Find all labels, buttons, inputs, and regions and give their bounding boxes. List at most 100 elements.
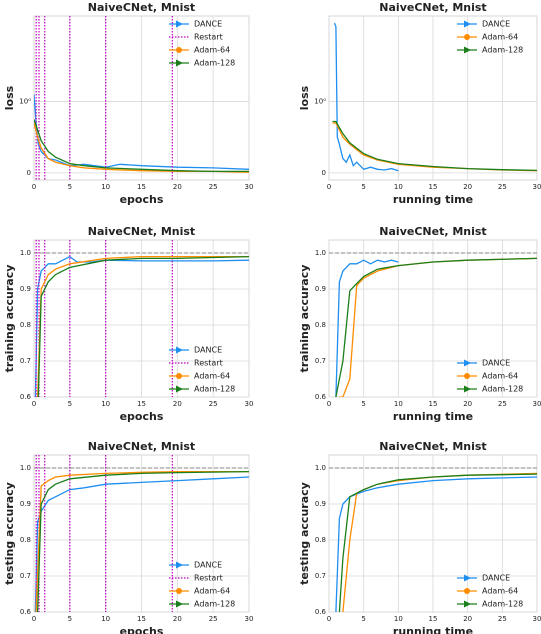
plot-content (332, 22, 537, 172)
x-axis-label: epochs (120, 625, 164, 634)
y-tick-label: 0.6 (315, 608, 327, 616)
legend-label: Adam-128 (194, 385, 235, 394)
y-tick-label: 1.0 (315, 249, 326, 257)
x-tick-label: 5 (68, 615, 72, 623)
chart-title: NaiveCNet, Mnist (379, 1, 486, 14)
plot-content (34, 240, 249, 397)
x-tick-label: 30 (245, 400, 254, 408)
legend-marker (176, 20, 183, 28)
x-axis-label: running time (393, 193, 473, 206)
y-tick-label: 0.7 (315, 572, 326, 580)
y-axis-label: testing accuracy (3, 482, 16, 585)
x-axis-label: epochs (120, 410, 164, 423)
plot-content (34, 16, 249, 180)
series-line (35, 470, 249, 612)
y-tick-label: 0.8 (20, 536, 31, 544)
panel: 0 5 10 15 20 25 30 0.6 0.7 0.8 0.9 1.0 NaiveCNet, Mn… (3, 440, 253, 634)
x-tick-label: 30 (245, 183, 254, 191)
series-line (36, 255, 249, 397)
legend-label: Adam-128 (194, 600, 235, 609)
x-tick-label: 10 (101, 615, 110, 623)
y-tick-label: 0.8 (315, 321, 326, 329)
y-tick-label: 0.7 (315, 357, 326, 365)
x-tick-label: 10 (101, 183, 110, 191)
x-tick-label: 10 (394, 400, 403, 408)
y-tick-label: 10⁰ (19, 98, 31, 106)
legend-label: Adam-64 (482, 33, 518, 42)
x-tick-label: 15 (429, 183, 438, 191)
legend-marker (464, 588, 470, 594)
chart-title: NaiveCNet, Mnist (379, 440, 486, 453)
legend-label: Adam-64 (194, 587, 230, 596)
legend-marker (464, 34, 470, 40)
panel: 0 5 10 15 20 25 30 0 10⁰ NaiveCNet, Mnist running … (298, 1, 541, 206)
x-tick-label: 15 (137, 615, 146, 623)
series-line (332, 120, 537, 172)
x-tick-label: 5 (361, 615, 365, 623)
x-tick-label: 15 (137, 400, 146, 408)
legend-label: DANCE (194, 561, 222, 570)
legend-marker (176, 346, 183, 354)
legend: DANCE Restart Adam-64 Adam-128 (169, 561, 235, 609)
y-tick-label: 1.0 (20, 464, 31, 472)
y-tick-label: 0.8 (20, 321, 31, 329)
x-tick-label: 25 (209, 615, 218, 623)
y-axis-label: testing accuracy (298, 482, 311, 585)
legend-marker (176, 373, 182, 379)
y-axis-label: loss (3, 85, 16, 110)
legend-marker (464, 46, 471, 54)
legend-marker (176, 561, 183, 569)
x-tick-label: 5 (361, 183, 365, 191)
x-tick-label: 20 (173, 615, 182, 623)
x-axis-label: running time (393, 625, 473, 634)
legend-marker (464, 385, 471, 393)
x-tick-label: 20 (173, 183, 182, 191)
x-tick-label: 0 (32, 183, 36, 191)
x-tick-label: 5 (68, 400, 72, 408)
y-tick-label: 1.0 (20, 249, 31, 257)
legend-marker (464, 359, 471, 367)
legend-marker (176, 385, 183, 393)
legend-label: DANCE (482, 20, 510, 29)
series-line (37, 255, 249, 397)
legend-label: DANCE (194, 346, 222, 355)
panel: 0 5 10 15 20 25 30 0.6 0.7 0.8 0.9 1.0 NaiveCNet, Mn… (298, 440, 541, 634)
y-tick-label: 0 (322, 169, 326, 177)
y-tick-label: 0.9 (315, 500, 326, 508)
legend-label: DANCE (482, 574, 510, 583)
x-tick-label: 30 (533, 183, 541, 191)
x-axis-label: running time (393, 410, 473, 423)
legend-label: Restart (194, 33, 223, 42)
x-tick-label: 25 (498, 183, 507, 191)
x-tick-label: 0 (32, 400, 36, 408)
chart-title: NaiveCNet, Mnist (88, 1, 195, 14)
legend-label: Adam-64 (194, 372, 230, 381)
y-tick-label: 0.9 (20, 500, 31, 508)
legend-label: Adam-128 (482, 385, 523, 394)
x-tick-label: 20 (463, 615, 472, 623)
legend: DANCE Adam-64 Adam-128 (457, 359, 523, 394)
legend: DANCE Restart Adam-64 Adam-128 (169, 20, 235, 68)
legend-label: DANCE (482, 359, 510, 368)
x-tick-label: 15 (429, 400, 438, 408)
y-tick-label: 0 (27, 169, 31, 177)
legend-label: Adam-64 (482, 587, 518, 596)
y-axis-label: training accuracy (3, 265, 16, 373)
series-line (335, 259, 399, 397)
legend: DANCE Adam-64 Adam-128 (457, 574, 523, 609)
y-tick-label: 0.8 (315, 536, 326, 544)
legend-label: DANCE (194, 20, 222, 29)
x-tick-label: 30 (245, 615, 254, 623)
y-tick-label: 0.9 (315, 285, 326, 293)
x-tick-label: 25 (209, 400, 218, 408)
x-tick-label: 20 (463, 400, 472, 408)
panel: 0 5 10 15 20 25 30 0 10⁰ NaiveCNet, Mnist epochs lo… (3, 1, 253, 206)
series-line (36, 470, 249, 612)
legend-label: Restart (194, 359, 223, 368)
y-tick-label: 0.6 (315, 393, 327, 401)
legend-label: Adam-128 (482, 600, 523, 609)
legend-label: Restart (194, 574, 223, 583)
legend: DANCE Adam-64 Adam-128 (457, 20, 523, 55)
x-axis-label: epochs (120, 193, 164, 206)
x-tick-label: 20 (173, 400, 182, 408)
